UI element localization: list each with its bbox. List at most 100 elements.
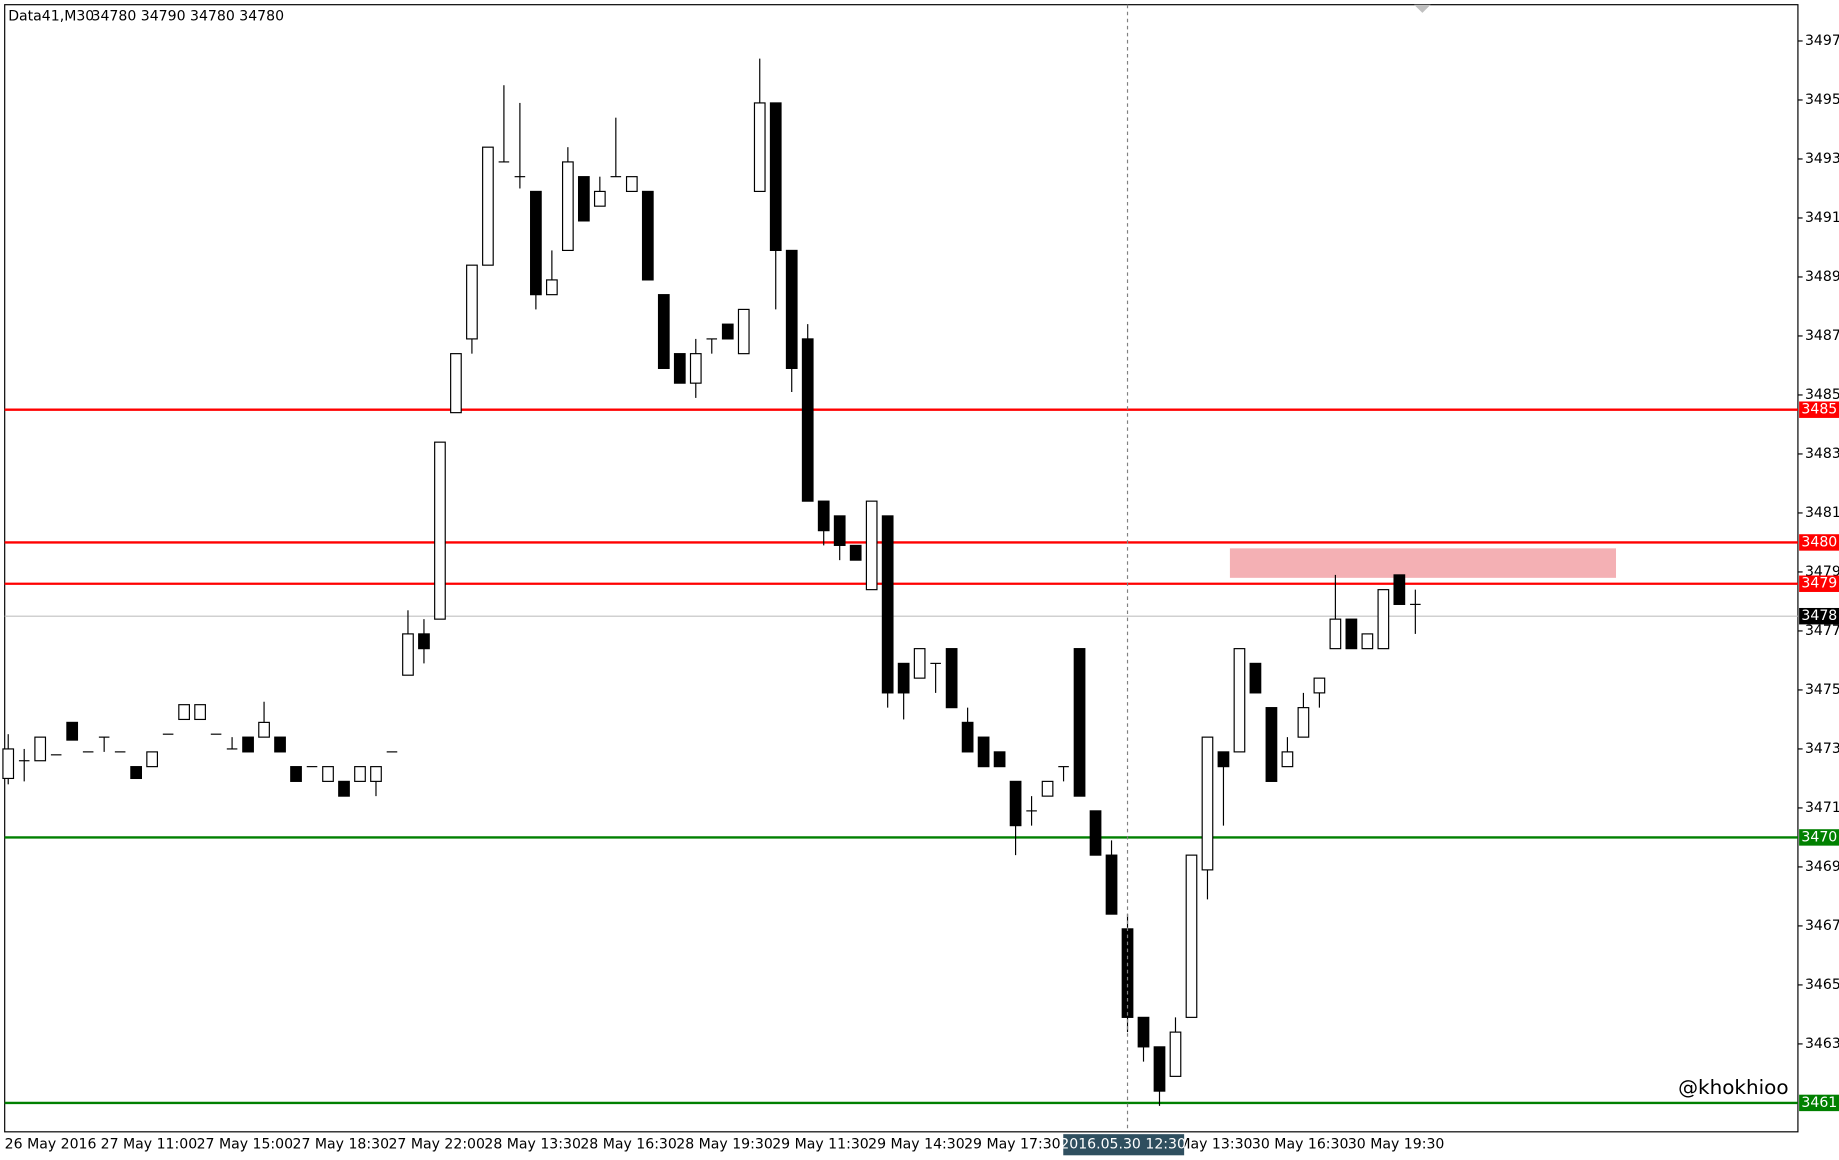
candle-body (354, 766, 366, 782)
level-label: 3461 (1801, 1095, 1837, 1111)
candle-body (849, 544, 862, 561)
x-tick-label: 28 May 13:30 (484, 1137, 581, 1153)
plot-frame (4, 4, 1799, 1133)
x-tick-label: 27 May 22:00 (388, 1137, 485, 1153)
level-label-box (1799, 829, 1839, 846)
candle-body (370, 766, 382, 782)
candle-body (641, 190, 654, 281)
x-tick-label: 28 May 16:30 (580, 1137, 677, 1153)
candle-body (993, 751, 1006, 768)
candle-body (1217, 751, 1230, 768)
chart-subtitle: 34780 34790 34780 34780 (92, 8, 285, 24)
y-tick-label: 3495 (1805, 92, 1839, 108)
y-tick-label: 3473 (1805, 741, 1839, 757)
candle-body (1329, 618, 1342, 650)
x-tick-label: 27 May 15:00 (197, 1137, 294, 1153)
x-tick-label: 28 May 19:30 (676, 1137, 773, 1153)
candle-body (833, 515, 846, 546)
candle-body (1153, 1046, 1166, 1092)
candle-body (737, 308, 750, 355)
chart-title: Data41,M30 (8, 8, 94, 24)
candle-body (1105, 854, 1118, 915)
candle-body (961, 721, 974, 753)
candle-body (402, 633, 414, 676)
candle-body (881, 515, 894, 694)
candle-body (434, 441, 446, 620)
candle-body (1009, 780, 1022, 827)
candle-body (1297, 707, 1310, 738)
y-tick-label: 3477 (1805, 623, 1839, 639)
candle-body (546, 279, 558, 296)
level-label-box (1799, 575, 1839, 592)
candle-body (338, 780, 350, 797)
candle-body (657, 294, 670, 369)
candle-body (1041, 780, 1054, 797)
candle-body (1137, 1016, 1150, 1048)
candle-body (689, 353, 702, 384)
candle-body (625, 176, 638, 193)
candle-body (1345, 618, 1358, 650)
level-label-box (1799, 401, 1839, 418)
candle-body (769, 102, 782, 252)
x-tick-label: 26 May 2016 (5, 1137, 97, 1153)
level-label: 3485 (1801, 402, 1837, 418)
candle-body (130, 766, 143, 780)
y-tick-label: 3469 (1805, 859, 1839, 875)
candle-body (1201, 736, 1214, 871)
y-tick-label: 3493 (1805, 151, 1839, 167)
candle-body (1073, 648, 1086, 797)
candle-body (1249, 662, 1262, 694)
candle-body (1361, 633, 1374, 650)
x-tick-label: 29 May 11:30 (772, 1137, 869, 1153)
crosshair-label-box (1063, 1134, 1185, 1156)
y-tick-label: 3483 (1805, 446, 1839, 462)
candle-body (1281, 751, 1294, 768)
y-tick-label: 3491 (1805, 210, 1839, 226)
candle-body (1393, 574, 1406, 605)
candle-body (290, 766, 302, 782)
x-tick-label: 29 May 17:30 (964, 1137, 1061, 1153)
candle-body (913, 648, 926, 679)
y-tick-label: 3487 (1805, 328, 1839, 344)
candle-body (1185, 854, 1198, 1018)
candle-body (2, 748, 15, 780)
level-label: 3480 (1801, 534, 1837, 550)
candle-body (753, 102, 766, 193)
annotation: @khokhioo (1678, 1075, 1788, 1099)
y-tick-label: 3481 (1805, 505, 1839, 521)
candle-body (258, 721, 270, 738)
x-tick-label: 29 May 14:30 (868, 1137, 965, 1153)
candle-body (865, 500, 878, 591)
candle-body (945, 648, 958, 709)
candle-body (1377, 589, 1390, 650)
y-tick-label: 3465 (1805, 977, 1839, 993)
candle-body (593, 190, 606, 207)
candle-body (1233, 648, 1246, 753)
x-tick-label: 30 May 16:30 (1252, 1137, 1349, 1153)
level-label: 3470 (1801, 829, 1837, 845)
candle-body (194, 704, 206, 721)
candle-body (34, 736, 47, 762)
level-label-box (1799, 534, 1839, 551)
candle-body (977, 736, 990, 768)
candle-body (530, 190, 542, 296)
y-tick-label: 3497 (1805, 33, 1839, 49)
candle-body (146, 751, 158, 768)
candle-body (1169, 1031, 1182, 1077)
y-tick-label: 3475 (1805, 682, 1839, 698)
crosshair-label: 2016.05.30 12:30 (1060, 1137, 1186, 1153)
y-tick-label: 3485 (1805, 387, 1839, 403)
y-tick-label: 3467 (1805, 918, 1839, 934)
y-tick-label: 3463 (1805, 1036, 1839, 1052)
candle-body (274, 736, 286, 753)
x-tick-label: 30 May 19:30 (1348, 1137, 1445, 1153)
x-tick-label: 27 May 11:00 (101, 1137, 198, 1153)
candle-body (897, 662, 910, 694)
candle-body (673, 353, 686, 384)
level-label: 3479 (1801, 576, 1837, 592)
y-tick-label: 3489 (1805, 269, 1839, 285)
level-label-box (1799, 1094, 1839, 1112)
